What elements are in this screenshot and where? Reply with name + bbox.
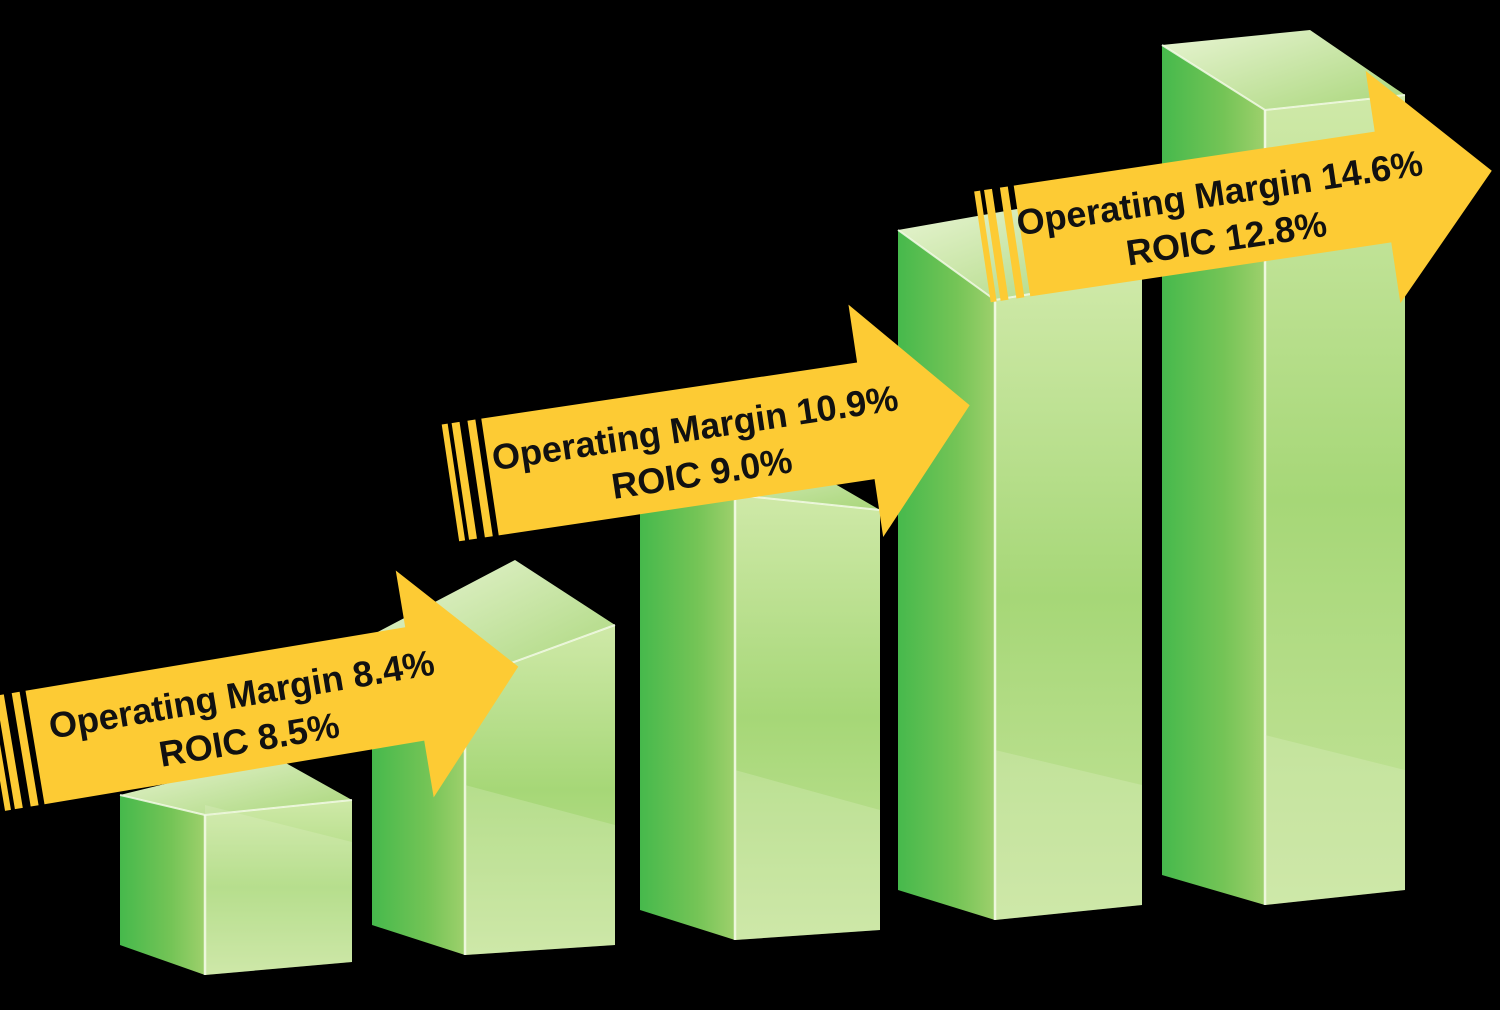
arrow-1-shape [25, 570, 519, 805]
arrow-3-shape [1013, 70, 1492, 304]
bar-2-reflection [465, 785, 615, 955]
bar-1-reflection [205, 805, 352, 975]
arrow-3-tail-stripe [984, 188, 1009, 301]
bar-5-top-edge [1161, 44, 1406, 112]
arrow-3-tail-stripe [974, 190, 997, 303]
bar-1-top-face [120, 757, 352, 815]
bar-5-reflection [1265, 735, 1405, 905]
bar-2-side-face [465, 625, 615, 955]
bar-4 [897, 205, 1143, 920]
arrow-1-tail-stripe [11, 691, 39, 807]
bar-1-top-edge [119, 794, 353, 817]
arrow-3-tail-stripe [999, 186, 1025, 299]
bar-4-side-face [995, 275, 1142, 920]
arrows-layer: Operating Margin 8.4%ROIC 8.5%Operating … [0, 70, 1492, 811]
arrow-1-tail-stripe [0, 696, 11, 811]
growth-arrow-1: Operating Margin 8.4%ROIC 8.5% [0, 570, 519, 811]
bar-5-top-face [1162, 30, 1405, 110]
arrow-2-tail-stripe [451, 421, 477, 540]
arrow-2-shape [481, 304, 970, 538]
bar-3-side-face [735, 495, 880, 940]
arrow-2-tail-stripe [467, 419, 493, 538]
bar-3-front-face [640, 495, 735, 940]
bar-1-side-face [205, 800, 352, 975]
arrow-1-tail-stripe [0, 694, 23, 810]
bar-3-reflection [735, 770, 880, 940]
bar-4-reflection [995, 750, 1142, 920]
bar-1-front-face [120, 795, 205, 975]
bar-4-front-face [898, 230, 995, 920]
bar-5-side-face [1265, 95, 1405, 905]
arrow-2-tail-stripe [441, 423, 466, 542]
bar-1 [119, 757, 353, 975]
bar-3 [639, 455, 881, 940]
